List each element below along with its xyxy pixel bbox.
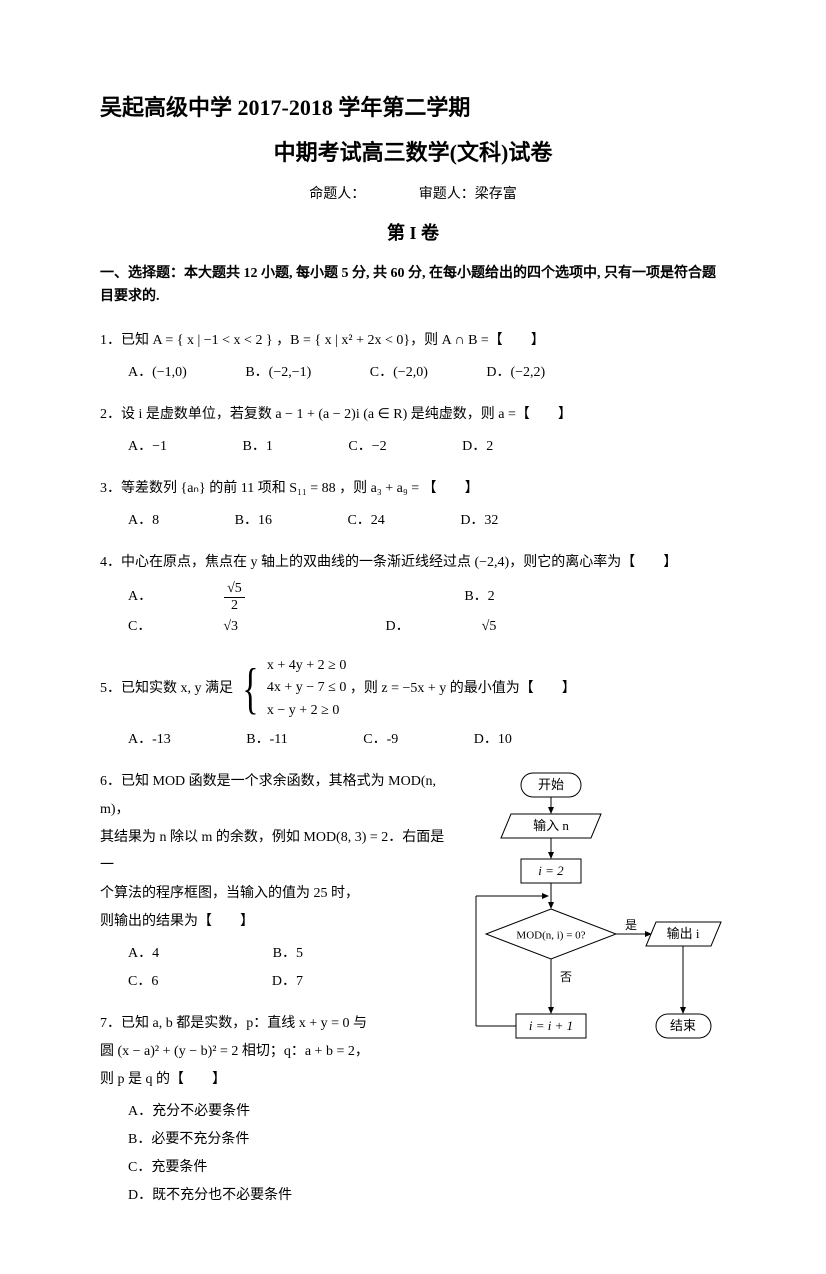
svg-text:输出 i: 输出 i — [667, 926, 700, 941]
svg-text:开始: 开始 — [538, 777, 564, 792]
q5-option-c: C．-9 — [363, 726, 398, 754]
q3-option-c: C．24 — [347, 507, 384, 535]
q5-option-a: A．-13 — [128, 726, 171, 754]
q1-text: 已知 A = { x | −1 < x < 2 } ，B = { x | x² … — [121, 333, 545, 348]
q1-option-b: B．(−2,−1) — [245, 359, 311, 387]
q2-option-d: D．2 — [462, 433, 493, 461]
q7-option-b: B．必要不充分条件 — [128, 1126, 249, 1154]
q4-option-b: B．2 — [464, 583, 494, 611]
question-5: 5．已知实数 x, y 满足 { x + 4y + 2 ≥ 0 4x + y −… — [100, 655, 726, 754]
q7-number: 7． — [100, 1016, 121, 1031]
question-6: 6．已知 MOD 函数是一个求余函数，其格式为 MOD(n, m)， 其结果为 … — [100, 768, 456, 996]
q2-option-c: C．−2 — [348, 433, 386, 461]
q4-option-a: A．√52 — [128, 581, 389, 613]
q1-option-a: A．(−1,0) — [128, 359, 187, 387]
svg-text:是: 是 — [625, 918, 637, 932]
q7-option-a: A．充分不必要条件 — [128, 1098, 250, 1126]
q6-line1: 已知 MOD 函数是一个求余函数，其格式为 MOD(n, m)， — [100, 774, 436, 817]
q1-number: 1． — [100, 333, 121, 348]
q6-q7-layout: 6．已知 MOD 函数是一个求余函数，其格式为 MOD(n, m)， 其结果为 … — [100, 768, 726, 1224]
volume-label: 第 I 卷 — [100, 219, 726, 248]
svg-text:i = i + 1: i = i + 1 — [529, 1018, 573, 1033]
q2-option-b: B．1 — [243, 433, 273, 461]
q6-option-a: A．4 — [128, 940, 159, 968]
q3-option-d: D．32 — [460, 507, 498, 535]
question-4: 4．中心在原点，焦点在 y 轴上的双曲线的一条渐近线经过点 (−2,4)，则它的… — [100, 549, 726, 641]
q4-text: 中心在原点，焦点在 y 轴上的双曲线的一条渐近线经过点 (−2,4)，则它的离心… — [121, 555, 677, 570]
q7-option-d: D．既不充分也不必要条件 — [128, 1182, 292, 1210]
q3-option-b: B．16 — [235, 507, 272, 535]
q5-constraints: x + 4y + 2 ≥ 0 4x + y − 7 ≤ 0 x − y + 2 … — [267, 655, 346, 722]
q5-option-b: B．-11 — [246, 726, 287, 754]
q5-number: 5． — [100, 681, 121, 696]
school-title: 吴起高级中学 2017-2018 学年第二学期 — [100, 90, 726, 125]
q6-option-b: B．5 — [273, 940, 303, 968]
q6-option-d: D．7 — [272, 968, 303, 996]
q3-option-a: A．8 — [128, 507, 159, 535]
svg-text:否: 否 — [560, 970, 572, 984]
author-label: 命题人： — [309, 187, 365, 202]
question-7: 7．已知 a, b 都是实数，p：直线 x + y = 0 与 圆 (x − a… — [100, 1010, 456, 1210]
q6-line2: 其结果为 n 除以 m 的余数，例如 MOD(8, 3) = 2．右面是一 — [100, 830, 444, 873]
svg-text:结束: 结束 — [670, 1018, 696, 1033]
svg-text:MOD(n, i) = 0?: MOD(n, i) = 0? — [516, 930, 585, 942]
authors-line: 命题人： 审题人：梁存富 — [100, 184, 726, 206]
q5-pre: 已知实数 x, y 满足 — [121, 681, 237, 696]
q6-option-c: C．6 — [128, 968, 158, 996]
q4-option-c: C．√3 — [128, 613, 310, 641]
q4-number: 4． — [100, 555, 121, 570]
q6-number: 6． — [100, 774, 121, 789]
q7-line2: 圆 (x − a)² + (y − b)² = 2 相切；q：a + b = 2… — [100, 1044, 369, 1059]
q1-option-d: D．(−2,2) — [486, 359, 545, 387]
q1-option-c: C．(−2,0) — [370, 359, 428, 387]
question-1: 1．已知 A = { x | −1 < x < 2 } ，B = { x | x… — [100, 327, 726, 387]
reviewer-label: 审题人：梁存富 — [419, 187, 517, 202]
exam-title: 中期考试高三数学(文科)试卷 — [100, 135, 726, 170]
q6-line4: 则输出的结果为【 】 — [100, 914, 254, 929]
svg-text:输入 n: 输入 n — [533, 818, 569, 833]
q2-text: 设 i 是虚数单位，若复数 a − 1 + (a − 2)i (a ∈ R) 是… — [121, 407, 572, 422]
q7-option-c: C．充要条件 — [128, 1154, 207, 1182]
svg-text:i = 2: i = 2 — [538, 863, 564, 878]
q4-option-d: D．√5 — [386, 613, 569, 641]
q5-option-d: D．10 — [474, 726, 512, 754]
q7-line3: 则 p 是 q 的【 】 — [100, 1072, 226, 1087]
q2-number: 2． — [100, 407, 121, 422]
q2-option-a: A．−1 — [128, 433, 167, 461]
question-2: 2．设 i 是虚数单位，若复数 a − 1 + (a − 2)i (a ∈ R)… — [100, 401, 726, 461]
q3-text: 等差数列 {aₙ} 的前 11 项和 S₁₁ = 88 ，则 a₃ + a₉ =… — [121, 481, 479, 496]
q5-post: ，则 z = −5x + y 的最小值为【 】 — [350, 681, 576, 696]
section-instruction: 一、选择题：本大题共 12 小题, 每小题 5 分, 共 60 分, 在每小题给… — [100, 262, 726, 310]
brace-icon: { — [242, 661, 258, 717]
question-3: 3．等差数列 {aₙ} 的前 11 项和 S₁₁ = 88 ，则 a₃ + a₉… — [100, 475, 726, 535]
q3-number: 3． — [100, 481, 121, 496]
q6-line3: 个算法的程序框图，当输入的值为 25 时， — [100, 886, 359, 901]
flowchart-diagram: 开始 输入 n i = 2 MOD(n, i) = 0? 是 输出 i 结束 — [466, 768, 726, 1224]
q7-line1: 已知 a, b 都是实数，p：直线 x + y = 0 与 — [121, 1016, 367, 1031]
